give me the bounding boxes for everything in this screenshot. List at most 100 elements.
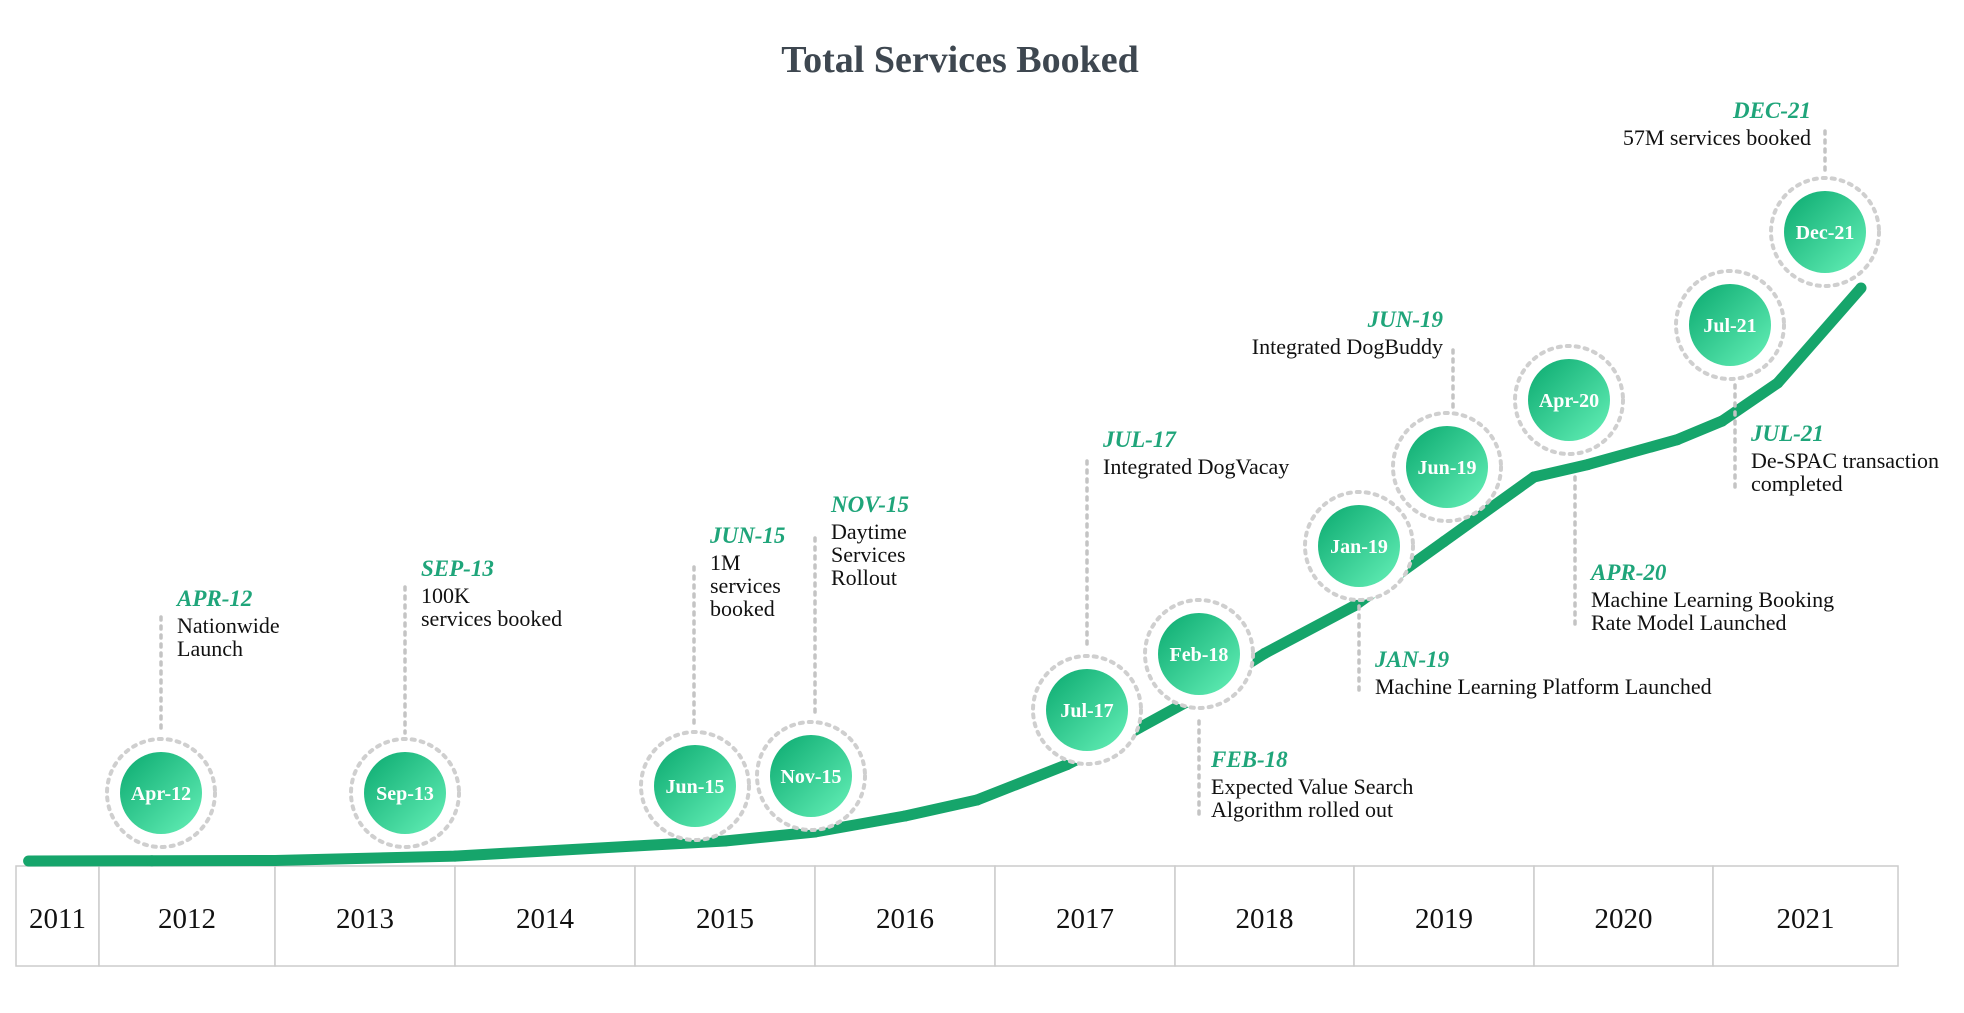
milestone-date: JUL-17	[1102, 427, 1177, 452]
milestone-date: DEC-21	[1732, 98, 1811, 123]
year-cell-2017: 2017	[994, 865, 1176, 967]
year-cell-box	[1174, 865, 1355, 967]
data-point	[629, 840, 641, 852]
year-cell-box	[814, 865, 996, 967]
data-point	[1582, 459, 1594, 471]
year-cell-box	[1353, 865, 1535, 967]
marker-label: Apr-12	[131, 783, 191, 805]
year-label: 2013	[336, 903, 394, 935]
marker-label: Jun-19	[1418, 457, 1477, 479]
data-point	[1259, 648, 1270, 659]
year-cell-2014: 2014	[454, 865, 636, 967]
data-point	[1855, 282, 1867, 294]
milestone-description: services booked	[421, 606, 562, 631]
year-label: 2020	[1595, 903, 1653, 935]
data-point	[1772, 377, 1784, 389]
data-point	[719, 835, 731, 847]
data-point	[23, 855, 35, 867]
year-axis: 2011 2012 2013 2014 2015 2016 2017 2018 2019 2020…	[15, 865, 1899, 967]
year-cell-2016: 2016	[814, 865, 996, 967]
data-point	[1716, 415, 1728, 427]
year-label: 2021	[1777, 903, 1835, 935]
data-point	[146, 855, 158, 867]
marker-label: Jul-21	[1703, 315, 1756, 337]
year-label: 2017	[1056, 903, 1114, 935]
year-cell-box	[454, 865, 636, 967]
year-cell-box	[634, 865, 816, 967]
milestone-date: JUN-15	[709, 523, 785, 548]
year-cell-2011: 2011	[15, 865, 100, 967]
milestone-marker[interactable]	[654, 745, 736, 827]
marker-label: Jul-17	[1060, 700, 1113, 722]
milestone-marker[interactable]	[120, 752, 202, 834]
milestone-date: NOV-15	[830, 492, 909, 517]
milestone-description: booked	[710, 596, 775, 621]
year-label: 2016	[876, 903, 934, 935]
milestone-description: Algorithm rolled out	[1211, 797, 1393, 822]
milestone-description: De-SPAC transaction	[1751, 448, 1939, 473]
year-cell-2021: 2021	[1712, 865, 1899, 967]
milestone-description: 100K	[421, 583, 470, 608]
milestone-date: APR-20	[1589, 560, 1667, 585]
data-point	[1528, 471, 1540, 483]
year-label: 2011	[29, 903, 86, 935]
data-point	[449, 850, 461, 862]
milestone-description: Launch	[177, 636, 243, 661]
year-label: 2019	[1415, 903, 1473, 935]
milestone-date: APR-12	[175, 586, 252, 611]
year-label: 2012	[158, 903, 216, 935]
marker-label: Jun-15	[666, 776, 725, 798]
milestone-description: Daytime	[831, 519, 907, 544]
milestone-date: JUN-19	[1367, 307, 1444, 332]
milestone-description: Rollout	[831, 565, 897, 590]
milestone-description: 1M	[710, 550, 741, 575]
milestone-marker[interactable]	[364, 752, 446, 834]
chart-title: Total Services Booked	[781, 39, 1139, 81]
marker-label: Nov-15	[780, 766, 841, 788]
data-point	[269, 855, 281, 866]
milestone-description: Nationwide	[177, 613, 280, 638]
year-cell-box	[1533, 865, 1714, 967]
milestone-description: Services	[831, 542, 906, 567]
milestone-marker[interactable]	[1689, 284, 1771, 366]
year-cell-box	[98, 865, 276, 967]
year-cell-2012: 2012	[98, 865, 276, 967]
year-cell-2013: 2013	[274, 865, 456, 967]
milestone-date: JAN-19	[1374, 647, 1450, 672]
marker-label: Feb-18	[1170, 644, 1229, 666]
milestone-marker[interactable]	[1318, 505, 1400, 587]
marker-label: Apr-20	[1539, 390, 1599, 412]
milestone-date: SEP-13	[421, 556, 494, 581]
year-cell-2019: 2019	[1353, 865, 1535, 967]
milestone-description: Rate Model Launched	[1591, 610, 1787, 635]
milestone-description: Machine Learning Platform Launched	[1375, 674, 1712, 699]
milestone-marker[interactable]	[1158, 613, 1240, 695]
data-point	[1438, 536, 1450, 547]
milestone-marker[interactable]	[1406, 426, 1488, 508]
data-point	[971, 794, 983, 806]
milestone-description: Expected Value Search	[1211, 774, 1413, 799]
year-cell-box	[994, 865, 1176, 967]
milestone-marker[interactable]	[1046, 669, 1128, 751]
data-point	[1671, 434, 1683, 446]
milestone-description: Integrated DogVacay	[1103, 454, 1289, 479]
milestone-marker[interactable]	[1784, 191, 1866, 273]
marker-label: Dec-21	[1796, 222, 1855, 244]
year-label: 2018	[1236, 903, 1294, 935]
milestone-date: JUL-21	[1750, 421, 1824, 446]
year-cell-box	[1712, 865, 1899, 967]
milestone-marker[interactable]	[1528, 359, 1610, 441]
milestone-marker[interactable]	[770, 735, 852, 817]
milestone-description: Machine Learning Booking	[1591, 587, 1834, 612]
year-cell-2018: 2018	[1174, 865, 1355, 967]
